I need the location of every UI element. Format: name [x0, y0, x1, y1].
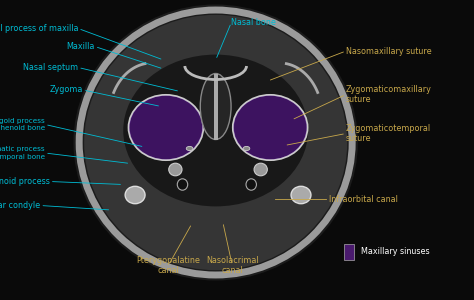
Ellipse shape — [186, 146, 193, 151]
Text: Zygoma: Zygoma — [50, 85, 83, 94]
Text: Nasolacrimal
canal: Nasolacrimal canal — [206, 256, 259, 275]
Text: Frontal process of maxilla: Frontal process of maxilla — [0, 24, 78, 33]
Text: Pterygopalatine
canal: Pterygopalatine canal — [137, 256, 200, 275]
Ellipse shape — [129, 95, 202, 160]
Text: Nasal bone: Nasal bone — [231, 18, 276, 27]
Ellipse shape — [73, 4, 358, 280]
Text: Zygomaticotemporal
suture: Zygomaticotemporal suture — [346, 124, 431, 143]
Text: Zygomatic process
of temporal bone: Zygomatic process of temporal bone — [0, 146, 45, 160]
Ellipse shape — [200, 74, 231, 140]
Text: Nasomaxillary suture: Nasomaxillary suture — [346, 46, 432, 56]
Text: Nasal septum: Nasal septum — [23, 63, 78, 72]
Ellipse shape — [84, 15, 347, 270]
Ellipse shape — [243, 146, 250, 151]
Bar — [344, 244, 354, 260]
Text: Maxillary sinuses: Maxillary sinuses — [361, 247, 430, 256]
Text: Pterygoid process
of sphenoid bone: Pterygoid process of sphenoid bone — [0, 118, 45, 131]
Bar — [214, 74, 218, 140]
Ellipse shape — [246, 179, 256, 190]
Text: Mandibular condyle: Mandibular condyle — [0, 201, 40, 210]
Ellipse shape — [123, 55, 308, 206]
Text: Maxilla: Maxilla — [66, 42, 95, 51]
Text: Zygomaticomaxillary
suture: Zygomaticomaxillary suture — [346, 85, 432, 104]
Ellipse shape — [177, 179, 188, 190]
Ellipse shape — [291, 186, 311, 204]
Ellipse shape — [254, 163, 267, 176]
Ellipse shape — [233, 95, 307, 160]
Ellipse shape — [169, 163, 182, 176]
Text: Infraorbital canal: Infraorbital canal — [329, 195, 398, 204]
Ellipse shape — [125, 186, 145, 204]
Text: Coronoid process: Coronoid process — [0, 177, 50, 186]
